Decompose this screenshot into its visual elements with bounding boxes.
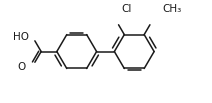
Text: Cl: Cl bbox=[121, 4, 132, 14]
Text: HO: HO bbox=[13, 32, 29, 42]
Text: O: O bbox=[17, 62, 25, 72]
Text: CH₃: CH₃ bbox=[162, 4, 181, 14]
